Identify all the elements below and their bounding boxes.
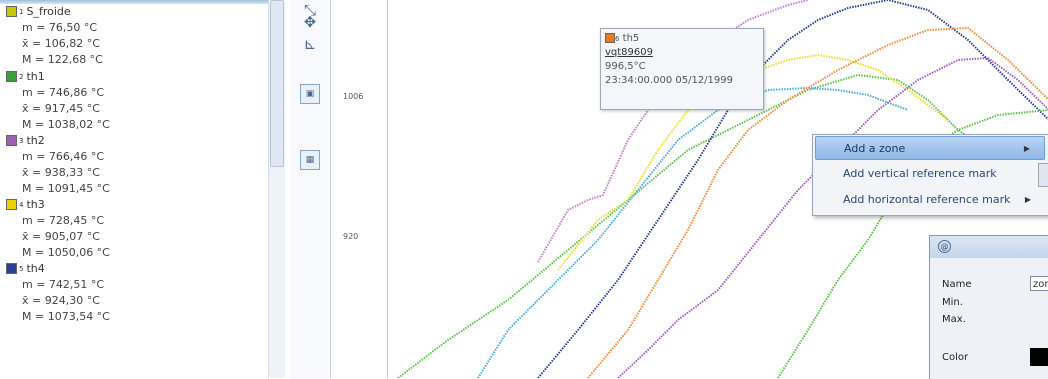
dialog-titlebar[interactable]: @ — [930, 236, 1048, 258]
curve-th1[interactable] — [397, 73, 1048, 378]
menu-item-add-horizontal-mark[interactable]: Add horizontal reference mark ▶ — [815, 188, 1045, 212]
channel-stat-max: M = 1050,06 °C — [22, 246, 110, 259]
color-label: Color — [942, 352, 969, 363]
zone-name-field[interactable]: zone — [1030, 276, 1048, 291]
channel-stat-min: m = 766,46 °C — [22, 150, 105, 163]
channel-name: th2 — [26, 134, 45, 147]
channel-number: 1 — [19, 8, 24, 16]
channel-stat-avg: x̄ = 924,30 °C — [22, 294, 100, 307]
channel-stat-avg: x̄ = 905,07 °C — [22, 230, 100, 243]
channel-color-swatch — [6, 134, 17, 146]
series-name: th5 — [622, 33, 640, 44]
chart-toolbar: ⤡ ✥ ⊾ ▣ ▦ — [290, 0, 331, 378]
channel-name: th3 — [26, 198, 45, 211]
channel-stat-min: m = 76,50 °C — [22, 21, 98, 34]
channel-stat-avg: x̄ = 938,33 °C — [22, 166, 100, 179]
series-number: 6 — [615, 35, 620, 43]
channel-stat-min: m = 728,45 °C — [22, 214, 105, 227]
menu-item-add-zone[interactable]: Add a zone ▶ — [815, 136, 1045, 160]
submenu-panel — [1038, 163, 1048, 187]
fit-icon[interactable]: ▣ — [300, 84, 320, 104]
channel-stat-max: M = 122,68 °C — [22, 53, 103, 66]
channel-header[interactable]: 1 S_froide — [6, 5, 71, 19]
submenu-arrow-icon: ▶ — [1023, 144, 1030, 153]
channel-number: 2 — [19, 73, 24, 81]
channel-color-swatch — [6, 70, 17, 82]
channel-color-swatch — [6, 198, 17, 210]
y-axis: 1006 920 — [331, 0, 387, 378]
zoom-icon[interactable]: ⤡ — [303, 1, 316, 19]
pan-icon[interactable]: ✥ — [303, 13, 317, 31]
channel-stat-max: M = 1038,02 °C — [22, 118, 110, 131]
curve-extra-a[interactable] — [477, 86, 909, 378]
panel-header-strip — [0, 0, 268, 4]
menu-item-label: Add a zone — [844, 142, 906, 155]
channel-stat-max: M = 1091,45 °C — [22, 182, 110, 195]
max-label: Max. — [942, 314, 966, 325]
channel-header[interactable]: 5 th4 — [6, 262, 45, 276]
channel-name: th4 — [26, 262, 45, 275]
channel-stat-min: m = 746,86 °C — [22, 86, 105, 99]
series-swatch — [605, 33, 615, 43]
channel-header[interactable]: 4 th3 — [6, 198, 45, 212]
curve-th1-late[interactable] — [777, 109, 1048, 378]
channel-stat-avg: x̄ = 106,82 °C — [22, 37, 100, 50]
channel-number: 5 — [19, 265, 24, 273]
y-tick-label: 920 — [343, 232, 359, 241]
channel-number: 4 — [19, 201, 24, 209]
y-tick-label: 1006 — [343, 92, 364, 101]
channel-stat-min: m = 742,51 °C — [22, 278, 105, 291]
channel-name: th1 — [26, 70, 45, 83]
zone-color-picker[interactable] — [1030, 348, 1048, 366]
name-label: Name — [942, 279, 972, 290]
channel-number: 3 — [19, 137, 24, 145]
app-icon: @ — [938, 240, 951, 253]
menu-item-add-vertical-mark[interactable]: Add vertical reference mark — [815, 162, 1045, 186]
select-region-icon[interactable]: ⊾ — [303, 35, 317, 53]
context-menu: Add a zone ▶ Add vertical reference mark… — [812, 134, 1048, 216]
zone-dialog: @ Name zone Min. Max. Color — [929, 235, 1048, 379]
channel-header[interactable]: 3 th2 — [6, 134, 45, 148]
curve-th4[interactable] — [537, 0, 1048, 378]
curve-th5[interactable] — [587, 26, 1048, 378]
curve-tooltip: 6 th5 vqt89609 996,5°C 23:34:00.000 05/1… — [600, 28, 764, 110]
menu-item-label: Add vertical reference mark — [843, 167, 997, 180]
channel-stat-avg: x̄ = 917,45 °C — [22, 102, 100, 115]
legend-scrollbar-thumb[interactable] — [270, 0, 284, 167]
channel-color-swatch — [6, 5, 17, 17]
channel-name: S_froide — [26, 5, 71, 18]
min-label: Min. — [942, 297, 963, 308]
grid-icon[interactable]: ▦ — [300, 150, 320, 170]
point-value: 996,5°C — [605, 61, 646, 72]
menu-item-label: Add horizontal reference mark — [843, 193, 1011, 206]
channel-color-swatch — [6, 262, 17, 274]
channel-header[interactable]: 2 th1 — [6, 70, 45, 84]
channel-stat-max: M = 1073,54 °C — [22, 310, 110, 323]
submenu-arrow-icon: ▶ — [1024, 195, 1031, 204]
point-timestamp: 23:34:00.000 05/12/1999 — [605, 75, 733, 86]
tag-name: vqt89609 — [605, 47, 653, 58]
